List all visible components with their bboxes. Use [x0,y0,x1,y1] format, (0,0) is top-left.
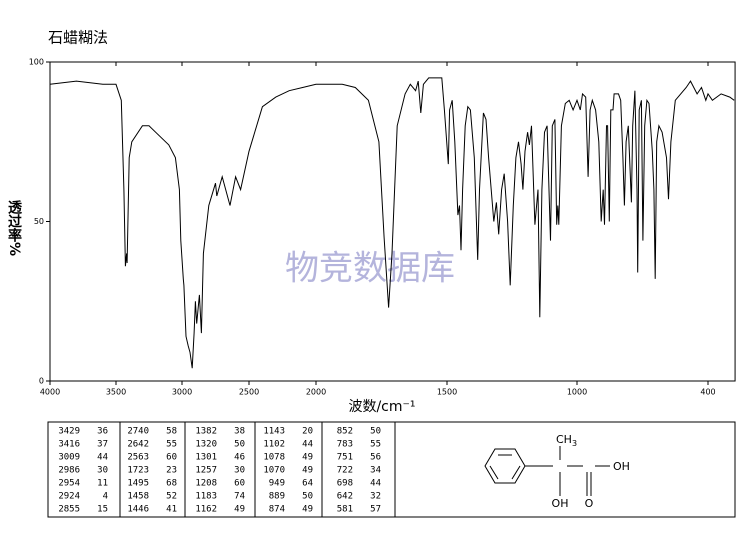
peak-intensity: 38 [234,427,245,437]
peak-wavenumber: 1183 [195,492,217,502]
peak-wavenumber: 1208 [195,479,217,489]
plot-frame [49,61,736,382]
peak-intensity: 23 [166,466,177,476]
chart-title: 石蜡糊法 [48,29,108,47]
peak-wavenumber: 2855 [58,505,80,515]
peak-intensity: 30 [234,466,245,476]
peak-intensity: 11 [97,479,108,489]
peak-wavenumber: 1301 [195,453,217,463]
peak-intensity: 50 [370,427,381,437]
peak-intensity: 56 [370,453,381,463]
peak-wavenumber: 874 [269,505,285,515]
table-frame [47,421,736,518]
peak-intensity: 57 [370,505,381,515]
peak-wavenumber: 1143 [263,427,285,437]
peak-wavenumber: 1320 [195,440,217,450]
peak-wavenumber: 1078 [263,453,285,463]
peak-intensity: 74 [234,492,245,502]
peak-wavenumber: 751 [337,453,353,463]
peak-intensity: 41 [166,505,177,515]
peak-intensity: 44 [97,453,108,463]
peak-intensity: 44 [370,479,381,489]
spectrum-line [49,77,735,369]
peak-wavenumber: 2563 [127,453,149,463]
peak-wavenumber: 2924 [58,492,80,502]
peak-intensity: 60 [234,479,245,489]
peak-wavenumber: 2740 [127,427,149,437]
x-tick-label: 3000 [172,388,192,397]
peak-intensity: 55 [166,440,177,450]
peak-wavenumber: 1446 [127,505,149,515]
peak-intensity: 60 [166,453,177,463]
ring-bond [489,465,499,480]
ring-bond [511,465,521,480]
peak-intensity: 55 [370,440,381,450]
y-tick-label: 100 [29,58,44,67]
hydroxyl-label: OH [552,497,569,510]
peak-intensity: 52 [166,492,177,502]
x-tick-label: 2500 [239,388,259,397]
peak-wavenumber: 1257 [195,466,217,476]
peak-wavenumber: 852 [337,427,353,437]
peak-intensity: 46 [234,453,245,463]
peak-intensity: 49 [302,505,313,515]
peak-intensity: 15 [97,505,108,515]
peak-wavenumber: 2954 [58,479,80,489]
x-tick-label: 2000 [306,388,326,397]
peak-wavenumber: 3429 [58,427,80,437]
peak-intensity: 30 [97,466,108,476]
peak-intensity: 50 [234,440,245,450]
peak-wavenumber: 949 [269,479,285,489]
peak-wavenumber: 698 [337,479,353,489]
watermark: 物竞数据库 [285,249,455,289]
peak-intensity: 44 [302,440,313,450]
peak-intensity: 49 [302,466,313,476]
peak-intensity: 4 [103,492,108,502]
peak-intensity: 34 [370,466,381,476]
x-tick-label: 3500 [106,388,126,397]
peak-wavenumber: 1382 [195,427,217,437]
peak-intensity: 64 [302,479,313,489]
peak-wavenumber: 783 [337,440,353,450]
peak-intensity: 32 [370,492,381,502]
peak-wavenumber: 581 [337,505,353,515]
methyl-label: CH3 [556,433,577,448]
peak-wavenumber: 1495 [127,479,149,489]
peak-intensity: 68 [166,479,177,489]
x-tick-label: 1000 [567,388,587,397]
peak-wavenumber: 2986 [58,466,80,476]
y-axis-label: 透过率% [6,200,22,256]
y-tick-label: 50 [34,217,44,226]
benzene-ring [484,448,526,484]
peak-intensity: 49 [302,453,313,463]
y-tick-label: 0 [39,377,44,386]
methyl-subscript: 3 [572,439,577,448]
peak-wavenumber: 3416 [58,440,80,450]
peak-wavenumber: 1723 [127,466,149,476]
peak-wavenumber: 3009 [58,453,80,463]
peak-wavenumber: 642 [337,492,353,502]
x-tick-label: 1500 [437,388,457,397]
carbonyl-label: O [585,497,594,510]
peak-wavenumber: 1162 [195,505,217,515]
peak-wavenumber: 889 [269,492,285,502]
peak-wavenumber: 2642 [127,440,149,450]
peak-intensity: 50 [302,492,313,502]
x-tick-label: 4000 [40,388,60,397]
peak-intensity: 36 [97,427,108,437]
x-axis-label: 波数/cm⁻¹ [348,399,415,415]
peak-wavenumber: 1070 [263,466,285,476]
acid-oh-label: OH [613,460,630,473]
peak-wavenumber: 722 [337,466,353,476]
peak-intensity: 20 [302,427,313,437]
peak-intensity: 58 [166,427,177,437]
methyl: CH [556,433,572,446]
peak-wavenumber: 1458 [127,492,149,502]
peak-wavenumber: 1102 [263,440,285,450]
peak-intensity: 37 [97,440,108,450]
peak-intensity: 49 [234,505,245,515]
structure [484,446,610,496]
x-tick-label: 400 [700,388,715,397]
